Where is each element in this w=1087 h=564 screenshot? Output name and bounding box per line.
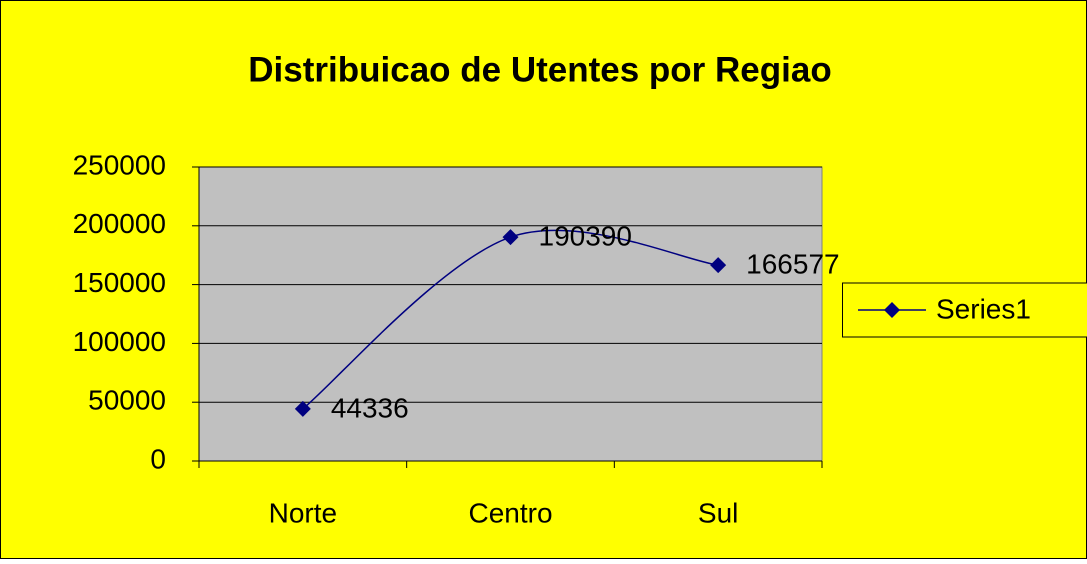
x-tick-label: Sul bbox=[698, 497, 738, 528]
chart-title: Distribuicao de Utentes por Regiao bbox=[248, 50, 831, 89]
y-tick-label: 100000 bbox=[73, 326, 166, 357]
plot-area bbox=[199, 167, 822, 461]
x-tick-label: Norte bbox=[269, 497, 337, 528]
y-tick-label: 50000 bbox=[88, 385, 166, 416]
data-label: 166577 bbox=[746, 248, 839, 279]
y-tick-label: 150000 bbox=[73, 267, 166, 298]
legend-label: Series1 bbox=[936, 293, 1031, 324]
data-label: 44336 bbox=[331, 392, 409, 423]
y-tick-label: 0 bbox=[150, 443, 166, 474]
data-label: 190390 bbox=[539, 220, 632, 251]
y-tick-label: 200000 bbox=[73, 208, 166, 239]
y-tick-label: 250000 bbox=[73, 149, 166, 180]
x-tick-label: Centro bbox=[468, 497, 552, 528]
